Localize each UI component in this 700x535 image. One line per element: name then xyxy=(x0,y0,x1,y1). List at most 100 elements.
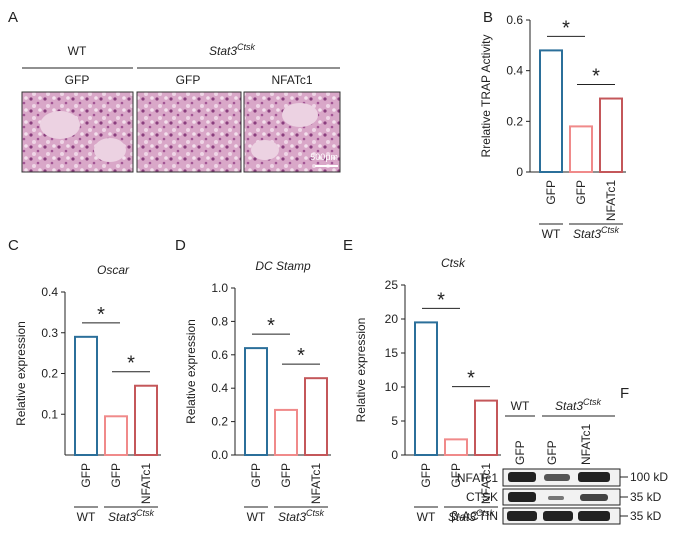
group-text: Stat3 xyxy=(108,510,136,524)
lane-label: NFATc1 xyxy=(271,73,312,87)
size-label: 100 kD xyxy=(630,470,668,484)
band xyxy=(507,511,537,521)
x-tick-label: GFP xyxy=(449,463,463,488)
y-tick-label: 0.4 xyxy=(506,64,523,78)
row-label: β-ACTIN xyxy=(451,509,498,523)
y-axis-label: Rrelative TRAP Activity xyxy=(479,35,493,158)
group-label: WT xyxy=(417,510,436,524)
x-tick-label: NFATc1 xyxy=(479,463,493,504)
y-tick-label: 20 xyxy=(385,312,399,326)
bar xyxy=(569,125,593,173)
group-text: Stat3 xyxy=(555,399,583,413)
group-sup: Ctsk xyxy=(601,225,620,235)
chart-title: Oscar xyxy=(97,263,130,277)
lane-label: GFP xyxy=(545,440,559,465)
y-tick-label: 1.0 xyxy=(211,281,228,295)
y-axis-label: Relative expression xyxy=(14,321,28,426)
y-tick-label: 0.4 xyxy=(211,381,228,395)
lane-label: GFP xyxy=(65,73,90,87)
y-tick-label: 0.6 xyxy=(211,348,228,362)
scale-label: 500μm xyxy=(310,152,338,162)
y-tick-label: 15 xyxy=(385,346,399,360)
band xyxy=(508,472,536,482)
band xyxy=(543,511,573,521)
bar xyxy=(414,321,438,456)
cell xyxy=(94,138,126,162)
x-tick-label: GFP xyxy=(109,463,123,488)
y-tick-label: 0.4 xyxy=(41,285,58,299)
y-tick-label: 0.3 xyxy=(41,326,58,340)
group-sup: Ctsk xyxy=(237,42,256,52)
significance-star: * xyxy=(297,345,305,367)
cell xyxy=(251,140,279,160)
band xyxy=(578,511,610,521)
group-label: WT xyxy=(77,510,96,524)
x-tick-label: GFP xyxy=(79,463,93,488)
y-axis-label: Relative expression xyxy=(184,319,198,424)
group-label: Stat3Ctsk xyxy=(108,508,155,524)
y-tick-label: 0 xyxy=(391,448,398,462)
lane-label: NFATc1 xyxy=(579,424,593,465)
group-label: Stat3Ctsk xyxy=(209,42,256,58)
chart-title: DC Stamp xyxy=(255,259,311,273)
significance-star: * xyxy=(97,304,105,326)
group-text: Stat3 xyxy=(448,510,476,524)
group-sup: Ctsk xyxy=(583,397,602,407)
y-tick-label: 10 xyxy=(385,380,399,394)
significance-star: * xyxy=(562,17,570,39)
cell xyxy=(40,111,80,139)
panel-label: A xyxy=(8,9,18,26)
significance-star: * xyxy=(267,315,275,337)
x-tick-label: NFATc1 xyxy=(604,180,618,221)
panel-label: E xyxy=(343,237,353,254)
x-tick-label: NFATc1 xyxy=(139,463,153,504)
significance-star: * xyxy=(467,368,475,390)
bar xyxy=(304,377,328,456)
size-label: 35 kD xyxy=(630,490,662,504)
y-tick-label: 25 xyxy=(385,278,399,292)
micrograph xyxy=(136,91,242,173)
group-sup: Ctsk xyxy=(136,508,155,518)
band xyxy=(580,494,608,501)
y-axis-label: Relative expression xyxy=(354,318,368,423)
x-tick-label: GFP xyxy=(279,463,293,488)
group-label: WT xyxy=(68,44,87,58)
group-text: Stat3 xyxy=(209,44,237,58)
y-tick-label: 0.6 xyxy=(506,13,523,27)
size-label: 35 kD xyxy=(630,509,662,523)
x-tick-label: GFP xyxy=(249,463,263,488)
y-tick-label: 0.2 xyxy=(41,367,58,381)
y-tick-label: 0.2 xyxy=(506,114,523,128)
x-tick-label: NFATc1 xyxy=(309,463,323,504)
group-text: Stat3 xyxy=(573,227,601,241)
group-text: Stat3 xyxy=(278,510,306,524)
group-label: Stat3Ctsk xyxy=(555,397,602,413)
bar xyxy=(74,335,98,457)
significance-star: * xyxy=(127,353,135,375)
y-tick-label: 0 xyxy=(516,165,523,179)
y-tick-label: 0.8 xyxy=(211,314,228,328)
band xyxy=(508,492,536,502)
bar xyxy=(539,49,563,173)
band xyxy=(548,496,564,500)
group-label: Stat3Ctsk xyxy=(278,508,325,524)
y-tick-label: 5 xyxy=(391,414,398,428)
significance-star: * xyxy=(592,66,600,88)
bar xyxy=(104,415,128,457)
x-tick-label: GFP xyxy=(544,180,558,205)
panel-label: C xyxy=(8,237,19,254)
group-label: Stat3Ctsk xyxy=(448,508,495,524)
y-tick-label: 0.1 xyxy=(41,407,58,421)
bar xyxy=(444,438,468,456)
bar xyxy=(134,384,158,457)
group-label: WT xyxy=(511,399,530,413)
group-label: Stat3Ctsk xyxy=(573,225,620,241)
bar xyxy=(599,97,623,173)
group-label: WT xyxy=(542,227,561,241)
panel-label: B xyxy=(483,9,493,26)
lane-label: GFP xyxy=(176,73,201,87)
chart-title: Ctsk xyxy=(441,256,466,270)
panel-label: F xyxy=(620,385,629,402)
group-label: WT xyxy=(247,510,266,524)
